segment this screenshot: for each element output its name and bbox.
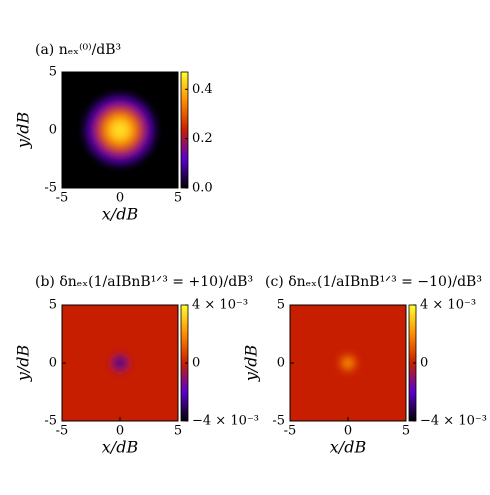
y-tick-label: -5: [272, 414, 285, 429]
colorbar: [180, 71, 189, 189]
colorbar-tick-label: 0.2: [192, 131, 213, 146]
heat-rings: [337, 352, 359, 374]
x-tick-label: -5: [56, 424, 69, 439]
x-axis-label: x/dB: [102, 438, 139, 457]
x-tick-label: -5: [284, 424, 297, 439]
heatmap: [62, 305, 178, 421]
y-tick-label: -5: [44, 181, 57, 196]
colorbar-tick-label: 0.0: [192, 181, 213, 196]
heat-ring: [118, 361, 122, 365]
y-tick-label: 5: [49, 65, 57, 80]
heat-ring: [117, 127, 123, 133]
panel-title: (c) δnₑₓ(1/aIBnB¹ᐟ³ = −10)/dB³: [265, 274, 482, 290]
panel-title: (a) nₑₓ⁽⁰⁾/dB³: [35, 42, 121, 58]
colorbar-tick-label: 4 × 10⁻³: [192, 298, 248, 313]
colorbar-tick-label: 0: [192, 356, 200, 371]
x-tick-label: -5: [56, 191, 69, 206]
y-tick-label: 5: [49, 298, 57, 313]
y-tick-label: -5: [44, 414, 57, 429]
colorbar-tick-label: −4 × 10⁻³: [420, 414, 487, 429]
heatmap: [290, 305, 406, 421]
colorbar-tick-label: −4 × 10⁻³: [192, 414, 259, 429]
panel-title: (b) δnₑₓ(1/aIBnB¹ᐟ³ = +10)/dB³: [35, 274, 253, 290]
y-tick-label: 0: [277, 356, 285, 371]
x-axis-label: x/dB: [330, 438, 367, 457]
colorbar-tick-label: 4 × 10⁻³: [420, 298, 476, 313]
colorbar-tick-label: 0: [420, 356, 428, 371]
x-tick-label: 5: [402, 424, 410, 439]
x-tick-label: 0: [116, 424, 124, 439]
y-axis-label: y/dB: [14, 345, 33, 383]
heat-ring: [346, 361, 350, 365]
x-tick-label: 0: [116, 191, 124, 206]
y-tick-label: 0: [49, 356, 57, 371]
colorbar-tick-label: 0.4: [192, 82, 213, 97]
y-axis-label: y/dB: [242, 345, 261, 383]
heat-rings: [109, 352, 131, 374]
y-tick-label: 0: [49, 123, 57, 138]
x-tick-label: 5: [174, 191, 182, 206]
heat-rings: [82, 92, 158, 168]
heatmap: [62, 72, 178, 188]
x-tick-label: 5: [174, 424, 182, 439]
x-axis-label: x/dB: [102, 205, 139, 224]
y-tick-label: 5: [277, 298, 285, 313]
y-axis-label: y/dB: [14, 112, 33, 150]
x-tick-label: 0: [344, 424, 352, 439]
